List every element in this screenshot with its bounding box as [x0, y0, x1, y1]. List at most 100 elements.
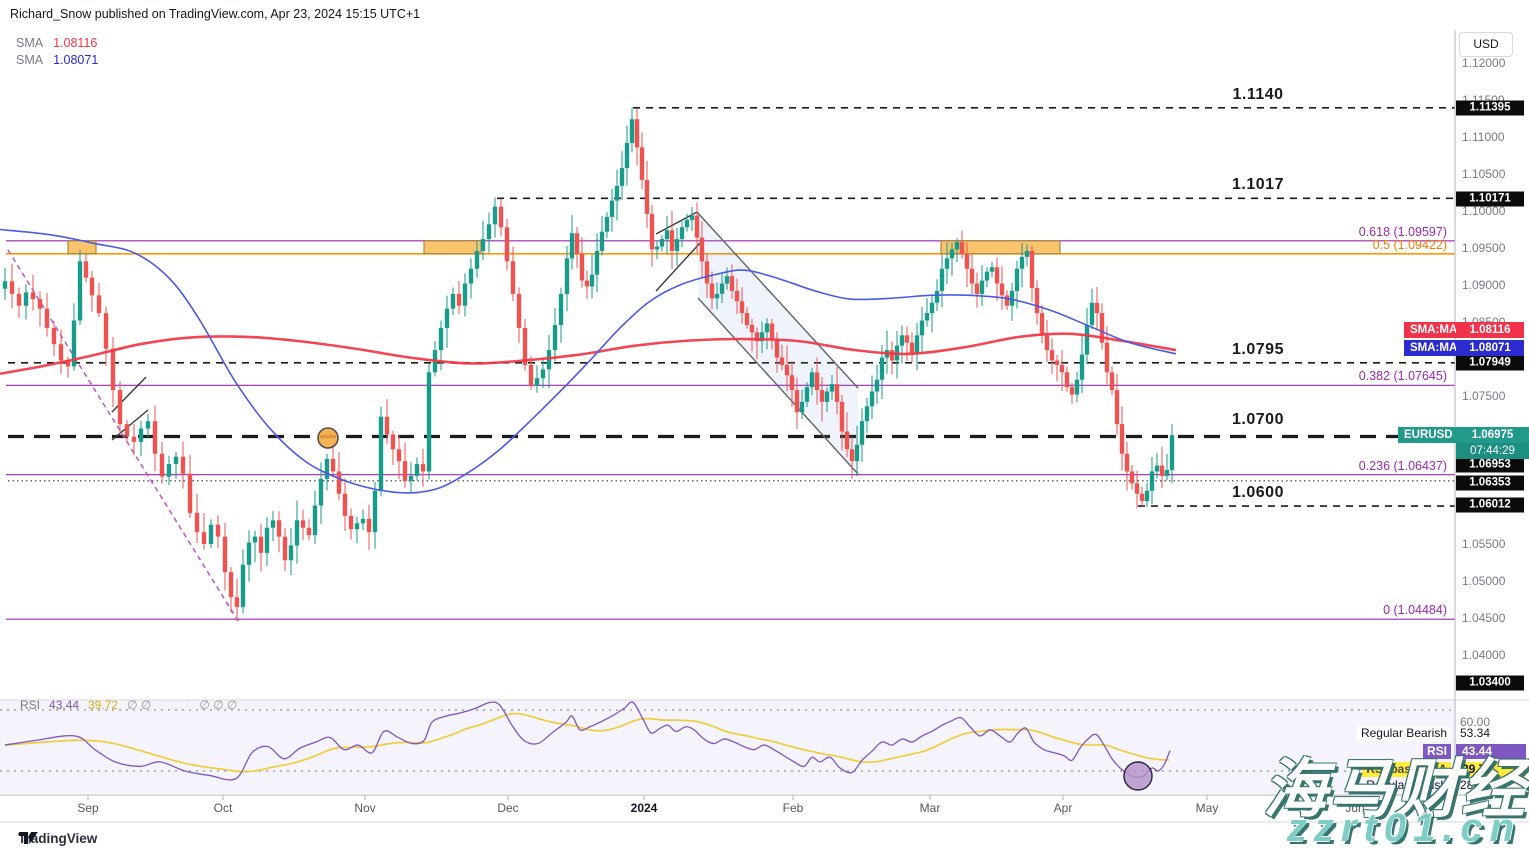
time-axis-month-label: Oct	[213, 801, 233, 815]
candle-body	[117, 390, 123, 425]
candle-body	[1074, 379, 1080, 395]
sma-fast-tag-value: 1.08116	[1456, 322, 1524, 338]
rsi-tag-label: RSI	[1422, 744, 1451, 759]
candle-body	[408, 475, 414, 482]
candle-body	[215, 524, 221, 537]
candle-body	[744, 313, 750, 325]
candle-body	[1059, 364, 1065, 373]
candle-body	[468, 268, 474, 284]
candle-body	[604, 216, 610, 232]
candle-body	[1034, 287, 1040, 314]
rsi-ma-tag-label: RSI-based MA	[1362, 762, 1451, 777]
regular-bullish-value: 28.27	[1460, 778, 1491, 792]
candle-body	[1134, 483, 1140, 494]
candle-body	[819, 390, 825, 402]
candle-body	[629, 119, 635, 143]
key-level-label: 1.0700	[1232, 411, 1284, 429]
candle-body	[336, 471, 342, 494]
candle-body	[834, 384, 840, 402]
candle-body	[2, 281, 8, 289]
candle-body	[384, 416, 390, 435]
price-scale-tick: 1.04500	[1462, 611, 1506, 625]
sma-slow-label: SMA	[16, 53, 44, 67]
candle-body	[904, 335, 910, 343]
candle-body	[1109, 372, 1115, 391]
candle-body	[83, 261, 89, 278]
supply-zone-box	[940, 240, 1061, 255]
price-scale-tick: 1.09500	[1462, 241, 1506, 255]
candle-body	[37, 299, 43, 309]
candle-body	[480, 239, 486, 251]
candle-body	[366, 518, 372, 533]
last-price-tag: 1.06975	[1456, 427, 1529, 443]
currency-button[interactable]: USD	[1459, 32, 1513, 57]
candle-body	[704, 261, 710, 284]
candle-body	[584, 280, 590, 287]
price-scale-tick: 1.05500	[1462, 537, 1506, 551]
candle-body	[492, 206, 498, 225]
candle-body	[944, 258, 950, 269]
candle-body	[1124, 453, 1130, 472]
watermark-url: zzrt01.cn	[1286, 806, 1521, 850]
candle-body	[486, 224, 492, 240]
candle-body	[402, 461, 408, 482]
candle-body	[929, 302, 935, 314]
candle-body	[89, 277, 95, 296]
candle-body	[372, 490, 378, 533]
tradingview-logo[interactable]: TradingView	[18, 831, 97, 846]
candle-body	[984, 271, 990, 281]
candle-body	[1039, 313, 1045, 336]
candle-body	[569, 233, 575, 259]
candle-body	[450, 293, 456, 309]
candle-body	[1079, 354, 1085, 380]
regular-bearish-label: Regular Bearish	[1356, 726, 1451, 741]
candle-body	[664, 230, 670, 240]
candle-body	[824, 391, 830, 402]
key-level-label: 1.0795	[1232, 340, 1284, 358]
candle-body	[1084, 324, 1090, 355]
candle-body	[964, 253, 970, 269]
candle-body	[44, 308, 50, 328]
candle-body	[914, 335, 920, 354]
candle-body	[654, 246, 660, 250]
candle-body	[1154, 465, 1160, 472]
sma-slow-tag-value: 1.08071	[1456, 340, 1524, 356]
candle-body	[619, 168, 625, 186]
candle-body	[794, 390, 800, 413]
candle-body	[270, 520, 276, 528]
candle-body	[1064, 372, 1070, 388]
candle-body	[589, 274, 595, 287]
candle-body	[1149, 471, 1155, 491]
candle-body	[159, 453, 165, 477]
candle-body	[510, 261, 516, 294]
price-scale-tick: 1.07500	[1462, 389, 1506, 403]
candle-body	[1169, 435, 1175, 470]
candle-body	[1139, 493, 1145, 502]
candle-body	[844, 431, 850, 450]
candle-body	[552, 324, 558, 351]
rsi-legend-empty-icons-2: ∅ ∅ ∅	[199, 698, 238, 712]
candle-body	[124, 424, 130, 437]
candle-body	[9, 281, 15, 294]
candle-body	[16, 293, 22, 306]
candle-body	[1009, 290, 1015, 306]
sma-fast-label: SMA	[16, 36, 44, 50]
candle-body	[138, 428, 144, 442]
candle-body	[829, 384, 835, 392]
candle-body	[734, 290, 740, 302]
rsi-circle-annotation	[1123, 761, 1153, 791]
candle-body	[1049, 350, 1055, 361]
candle-body	[859, 421, 865, 445]
candle-body	[1164, 470, 1170, 476]
fib-level-label: 0.618 (1.09597)	[1358, 224, 1447, 239]
descending-channel-line	[696, 211, 859, 389]
rsi-legend-name: RSI	[20, 698, 41, 712]
candle-body	[360, 518, 366, 524]
candle-body	[58, 344, 64, 361]
candle-body	[659, 239, 665, 247]
time-axis-month-label: Sep	[77, 801, 99, 815]
candle-body	[71, 320, 77, 367]
sma-fast-tag-label: SMA:MA	[1404, 322, 1464, 338]
